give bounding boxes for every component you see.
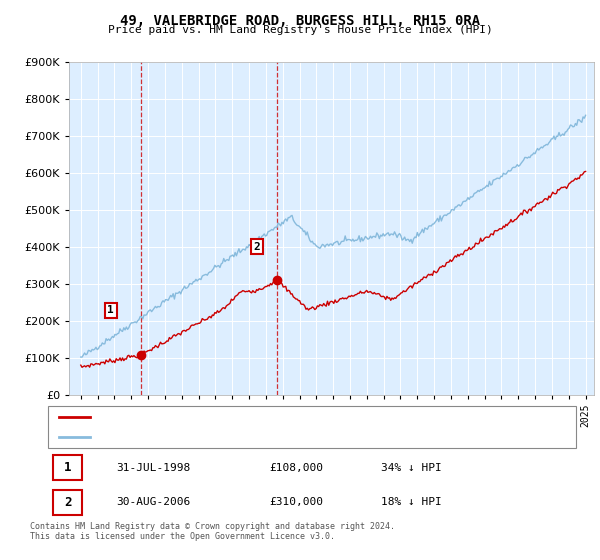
Text: 18% ↓ HPI: 18% ↓ HPI [380, 497, 442, 507]
FancyBboxPatch shape [53, 455, 82, 480]
FancyBboxPatch shape [53, 489, 82, 515]
Text: 34% ↓ HPI: 34% ↓ HPI [380, 463, 442, 473]
FancyBboxPatch shape [48, 406, 576, 448]
Text: 1: 1 [64, 461, 71, 474]
Text: 1: 1 [107, 305, 114, 315]
Text: HPI: Average price, detached house, Mid Sussex: HPI: Average price, detached house, Mid … [101, 432, 371, 442]
Text: Price paid vs. HM Land Registry's House Price Index (HPI): Price paid vs. HM Land Registry's House … [107, 25, 493, 35]
Text: 49, VALEBRIDGE ROAD, BURGESS HILL, RH15 0RA (detached house): 49, VALEBRIDGE ROAD, BURGESS HILL, RH15 … [101, 412, 454, 422]
Text: £310,000: £310,000 [270, 497, 324, 507]
Text: 31-JUL-1998: 31-JUL-1998 [116, 463, 191, 473]
Text: Contains HM Land Registry data © Crown copyright and database right 2024.
This d: Contains HM Land Registry data © Crown c… [30, 522, 395, 542]
Text: 2: 2 [253, 242, 260, 251]
Text: 2: 2 [64, 496, 71, 508]
Text: 30-AUG-2006: 30-AUG-2006 [116, 497, 191, 507]
Text: 49, VALEBRIDGE ROAD, BURGESS HILL, RH15 0RA: 49, VALEBRIDGE ROAD, BURGESS HILL, RH15 … [120, 14, 480, 28]
Text: £108,000: £108,000 [270, 463, 324, 473]
